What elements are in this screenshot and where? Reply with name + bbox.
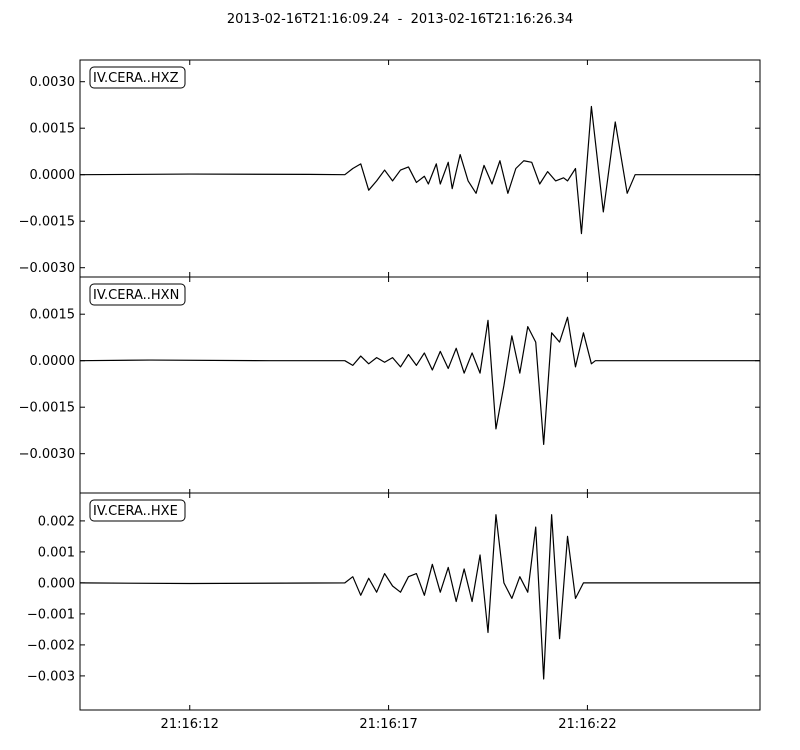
y-tick-label: 0.000 [38,576,75,591]
channel-label: IV.CERA..HXN [93,288,179,303]
y-tick-label: 0.001 [38,545,75,560]
channel-label: IV.CERA..HXZ [93,71,179,86]
waveform-trace [79,514,760,680]
waveform-trace [79,105,760,235]
waveform-trace [79,316,760,445]
figure-title: 2013-02-16T21:16:09.24 - 2013-02-16T21:1… [226,12,574,27]
channel-label-box [89,499,186,522]
y-tick-label: −0.002 [27,638,75,653]
channel-label-box [89,283,186,306]
y-tick-label: −0.003 [27,669,75,684]
channel-label: IV.CERA..HXE [93,504,178,519]
y-tick-label: −0.0015 [19,401,75,416]
y-tick-label: −0.0030 [19,447,75,462]
x-tick-label: 21:16:22 [558,717,616,732]
panel-frame [79,276,761,495]
y-tick-label: −0.0030 [19,261,75,276]
panel-frame [79,59,761,278]
channel-label-box [89,66,186,89]
y-tick-label: −0.0015 [19,215,75,230]
y-tick-label: 0.0030 [30,75,76,90]
panel-frame [79,492,761,711]
y-tick-label: 0.0015 [30,122,76,137]
x-tick-label: 21:16:12 [161,717,219,732]
y-tick-label: 0.0015 [30,308,76,323]
y-tick-label: −0.001 [27,607,75,622]
y-tick-label: 0.002 [38,514,75,529]
x-tick-label: 21:16:17 [359,717,417,732]
y-tick-label: 0.0000 [30,168,76,183]
y-tick-label: 0.0000 [30,354,76,369]
